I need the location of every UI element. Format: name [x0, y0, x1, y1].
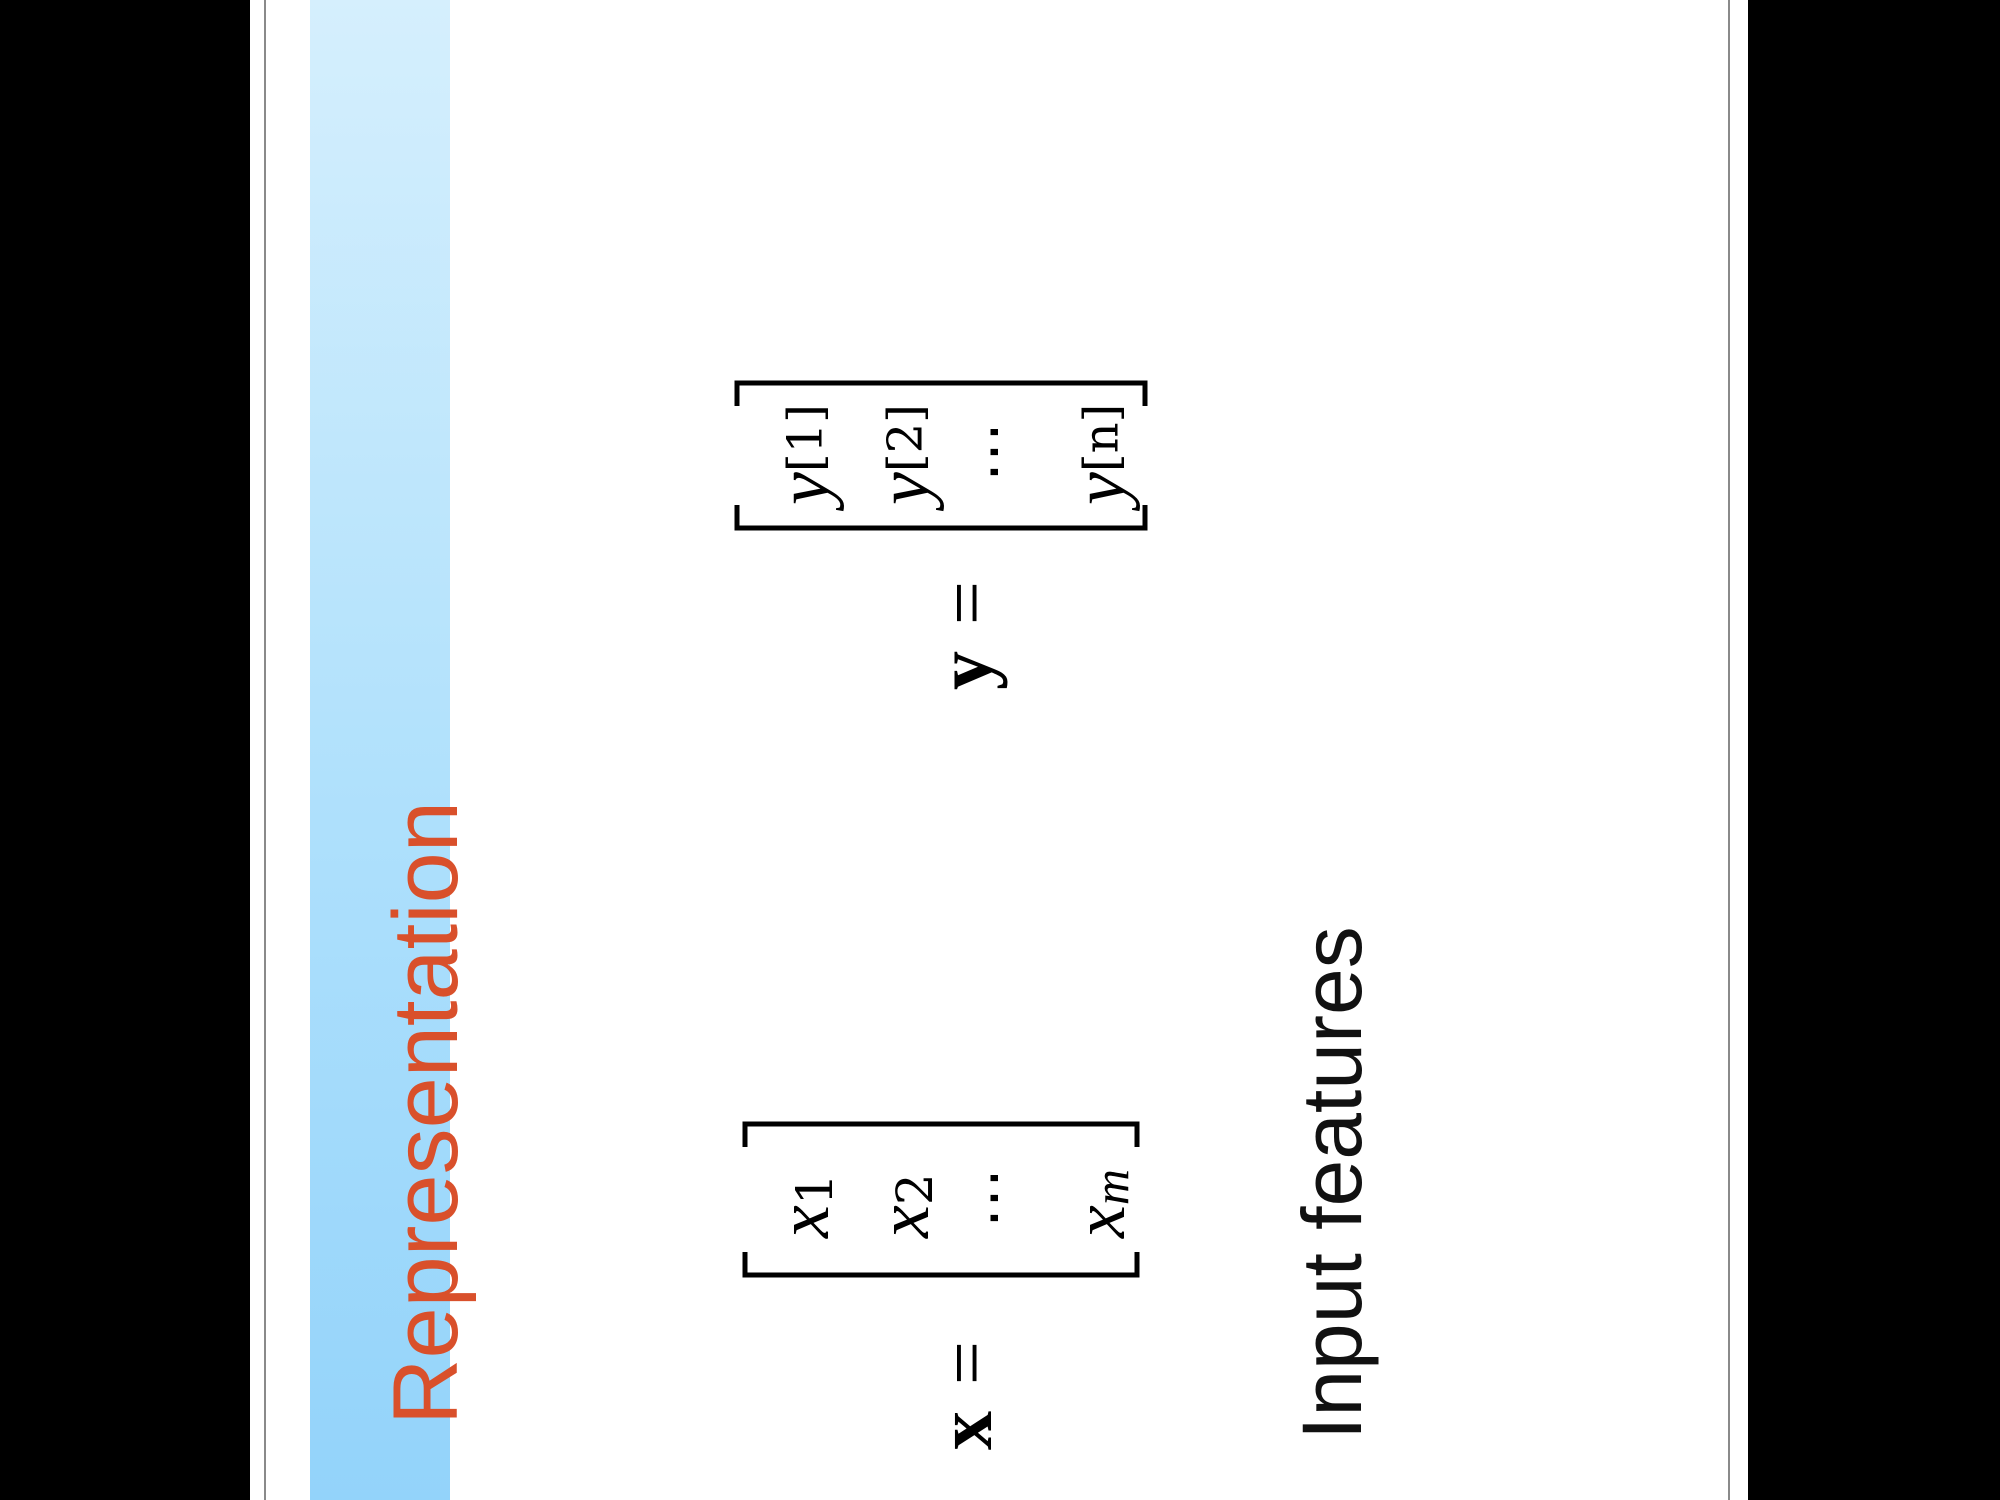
y-entry-2: y[2]	[863, 404, 945, 505]
y-entry-n: y[n]	[1059, 403, 1141, 505]
slide-left-border	[264, 0, 266, 1500]
slide-right-border	[1728, 0, 1730, 1500]
title-bar	[310, 0, 450, 1500]
y-entry-ellipsis: ⋯	[958, 422, 1028, 482]
y-entry-1: y[1]	[763, 404, 845, 505]
slide	[250, 0, 1748, 1500]
input-features-caption: Input features	[1285, 926, 1379, 1440]
